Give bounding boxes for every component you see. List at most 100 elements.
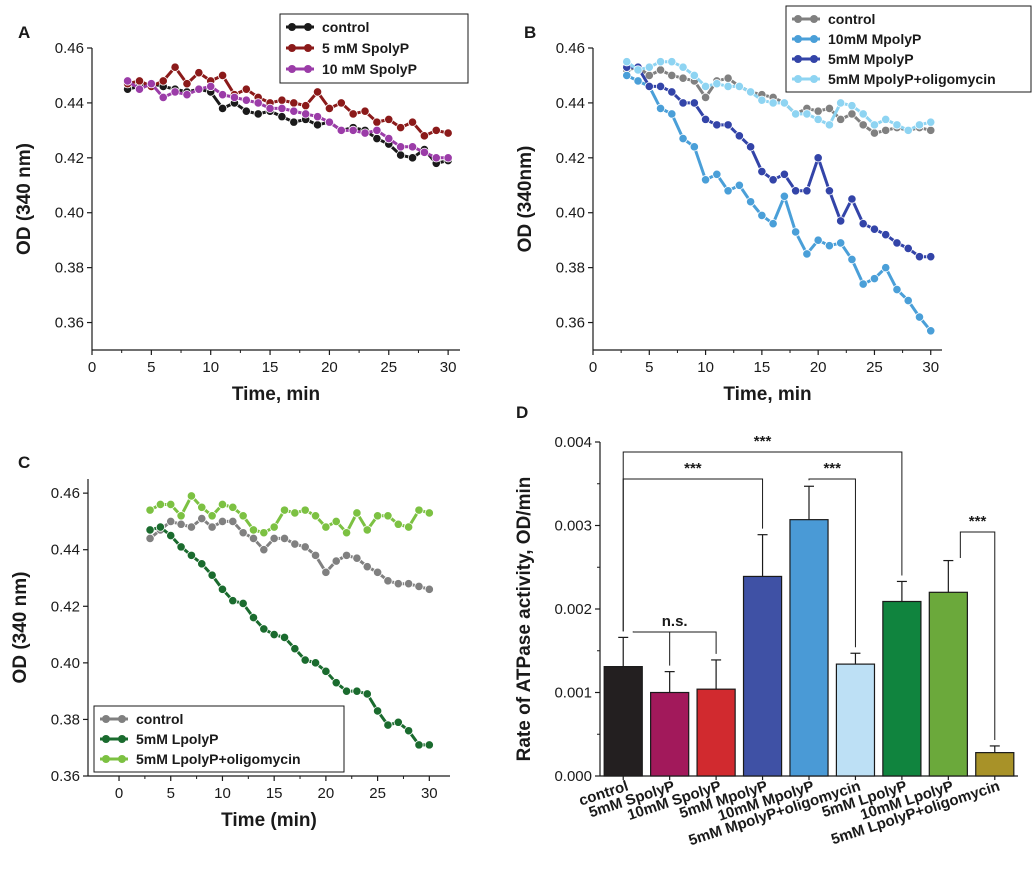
data-point: [238, 598, 248, 609]
data-point: [779, 98, 789, 108]
x-tick-label: 30: [922, 359, 939, 376]
data-point: [678, 73, 688, 83]
series-line: [127, 64, 449, 138]
data-point: [186, 522, 197, 532]
data-point: [229, 92, 240, 103]
data-point: [926, 326, 936, 336]
data-point: [712, 169, 722, 179]
data-point: [419, 131, 429, 141]
data-point: [186, 491, 197, 501]
data-point: [384, 134, 394, 144]
series-5-mm-spolyp: [123, 62, 453, 141]
data-point: [892, 238, 902, 248]
y-axis-label: Rate of ATPase activity, OD/min: [514, 477, 535, 762]
data-point: [300, 542, 310, 552]
data-point: [396, 150, 406, 160]
data-point: [197, 513, 207, 524]
legend-swatch-marker: [794, 15, 802, 23]
y-tick-label: 0.44: [51, 542, 80, 559]
data-point: [700, 81, 711, 92]
data-point: [206, 81, 216, 92]
data-point: [145, 505, 155, 515]
data-point: [336, 98, 346, 108]
y-tick-label: 0.38: [55, 260, 84, 277]
x-tick-label: 10: [202, 359, 219, 376]
series-10mm-mpolyp: [622, 70, 936, 336]
data-point: [134, 76, 145, 86]
y-tick-label: 0.36: [556, 315, 585, 332]
data-point: [321, 522, 331, 532]
x-axis-label: Time, min: [232, 384, 320, 405]
data-point: [791, 186, 801, 196]
data-point: [644, 62, 654, 72]
data-point: [289, 98, 299, 108]
legend-box: [93, 705, 345, 773]
data-point: [443, 153, 453, 163]
data-point: [312, 120, 323, 130]
data-point: [300, 655, 310, 665]
y-tick-label: 0.004: [554, 434, 592, 451]
data-point: [248, 533, 259, 544]
data-point: [217, 584, 228, 594]
panel-c: C 0 5 10 15 20 25 30 0.36 0.38 0.40 0.42 0.44 0.46 Tim…: [10, 453, 450, 831]
data-point: [248, 612, 259, 623]
y-tick-label: 0.46: [51, 485, 80, 502]
data-point: [158, 76, 168, 86]
data-point: [341, 528, 352, 538]
series-5mm-lpolyp-oligomycin: [145, 491, 434, 538]
data-point: [431, 125, 441, 135]
data-point: [746, 142, 756, 152]
y-tick-label: 0.36: [55, 315, 84, 332]
data-point: [802, 109, 812, 119]
data-point: [176, 511, 186, 521]
data-point: [404, 522, 414, 532]
data-point: [757, 95, 767, 105]
data-point: [372, 706, 383, 716]
legend-swatch-marker: [810, 35, 818, 43]
legend-swatch-marker: [288, 65, 296, 73]
data-point: [622, 57, 632, 67]
y-tick-label: 0.42: [51, 598, 80, 615]
data-point: [182, 90, 192, 100]
data-point: [667, 109, 677, 119]
data-point: [881, 125, 891, 135]
data-point: [393, 717, 403, 727]
data-point: [892, 120, 902, 130]
data-point: [404, 579, 414, 589]
data-point: [757, 210, 767, 221]
data-point: [207, 570, 217, 580]
y-tick-label: 0.44: [55, 95, 84, 112]
panel-d: D 0.000 0.001 0.002 0.003 0.004 Rate of ATPase…: [514, 403, 1018, 849]
data-point: [847, 109, 857, 119]
series-line: [126, 79, 449, 160]
panel-b: B 0 5 10 15 20 25 30 0.36 0.38 0.40 0.42 0.44 0.46 Tim…: [515, 5, 1032, 405]
significance-label: ***: [754, 433, 772, 450]
x-tick-label: 20: [318, 785, 335, 802]
data-point: [301, 109, 311, 119]
panel-label: D: [516, 403, 528, 422]
bar: [696, 688, 736, 777]
data-point: [757, 166, 767, 177]
legend-swatch-marker: [794, 35, 802, 43]
data-point: [290, 539, 300, 549]
data-point: [655, 65, 666, 75]
data-point: [622, 70, 632, 81]
data-point: [779, 191, 789, 201]
legend-entry: control: [322, 19, 369, 35]
data-point: [259, 545, 269, 555]
data-point: [134, 84, 145, 94]
data-point: [655, 103, 666, 114]
y-tick-label: 0.002: [554, 601, 592, 618]
data-point: [348, 125, 358, 135]
data-point: [312, 87, 323, 97]
data-point: [241, 106, 251, 116]
data-point: [259, 528, 269, 538]
x-tick-label: 0: [88, 359, 96, 376]
y-tick-label: 0.001: [554, 685, 592, 702]
x-tick-label: 0: [115, 785, 123, 802]
data-point: [734, 81, 744, 92]
data-point: [324, 103, 335, 114]
data-point: [869, 128, 880, 138]
data-point: [689, 98, 699, 108]
